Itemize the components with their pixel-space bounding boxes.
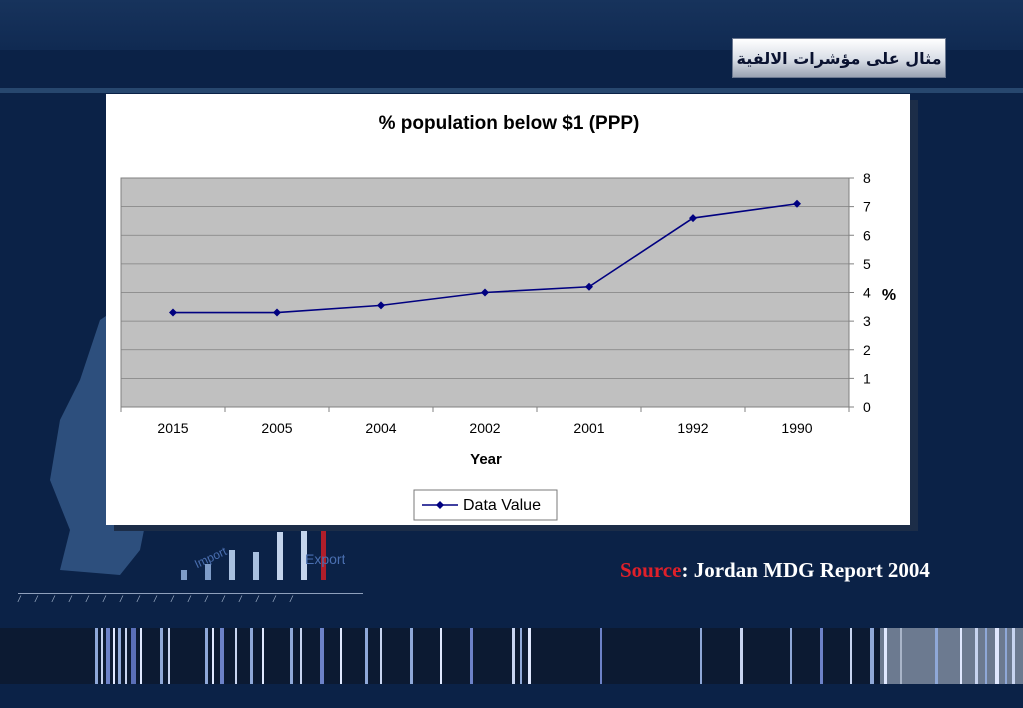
x-tick-label: 2001 — [573, 420, 604, 436]
y-tick-label: 2 — [863, 342, 871, 358]
y-tick-label: 8 — [863, 170, 871, 186]
y-tick-label: 5 — [863, 256, 871, 272]
legend-label: Data Value — [463, 497, 541, 514]
x-tick-label: 2002 — [469, 420, 500, 436]
source-text: Jordan MDG Report 2004 — [693, 558, 930, 582]
y-tick-label: 6 — [863, 227, 871, 243]
scale-ticks-decoration: / / / / / / / / / / / / / / / / / — [18, 594, 299, 604]
data-point — [377, 301, 385, 310]
chart-title: % population below $1 (PPP) — [379, 113, 640, 134]
legend: Data Value — [413, 489, 558, 521]
y-axis-label: % — [882, 287, 896, 304]
trade-chart-decoration: Export Import — [181, 524, 345, 580]
source-note: Source: Jordan MDG Report 2004 — [620, 558, 930, 583]
data-point — [273, 308, 281, 317]
export-label: Export — [305, 551, 345, 567]
x-tick-label: 1992 — [677, 420, 708, 436]
data-point — [689, 214, 697, 223]
chart-panel: % population below $1 (PPP) 0 1 2 3 4 5 6 7 8 201… — [106, 94, 910, 525]
y-tick-label: 0 — [863, 399, 871, 415]
line-chart: % population below $1 (PPP) 0 1 2 3 4 5 6 7 8 201… — [120, 113, 896, 521]
legend-marker — [436, 501, 444, 509]
data-point — [793, 199, 801, 208]
x-tick-label: 2005 — [261, 420, 292, 436]
source-label: Source — [620, 558, 682, 582]
x-tick-label: 1990 — [781, 420, 812, 436]
x-tick-label: 2004 — [365, 420, 396, 436]
y-tick-label: 4 — [863, 285, 871, 301]
y-tick-label: 7 — [863, 199, 871, 215]
data-point — [585, 282, 593, 291]
bottom-band — [0, 684, 1023, 708]
scale-line — [18, 593, 363, 594]
data-point — [481, 288, 489, 297]
top-divider — [0, 88, 1023, 93]
barcode-strip-decoration — [0, 628, 1023, 684]
y-tick-label: 1 — [863, 370, 871, 386]
x-axis-label: Year — [470, 451, 502, 468]
y-tick-label: 3 — [863, 313, 871, 329]
source-separator: : — [681, 558, 689, 582]
data-point — [169, 308, 177, 317]
x-tick-label: 2015 — [157, 420, 188, 436]
slide-title: مثال على مؤشرات الالفية — [732, 38, 946, 78]
